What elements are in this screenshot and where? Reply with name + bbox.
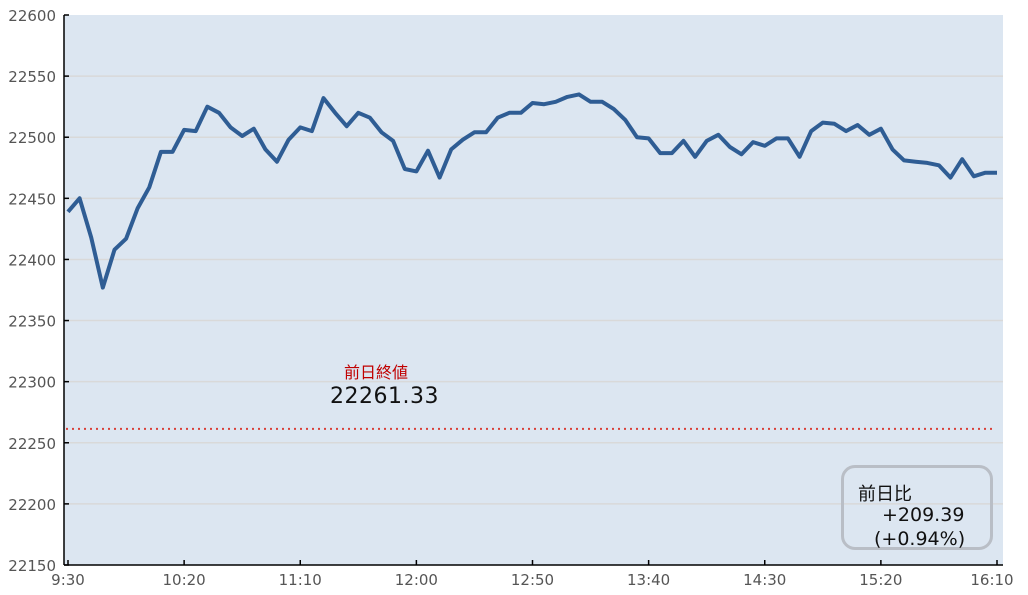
change-percent: (+0.94%) [874, 528, 966, 550]
y-tick-label: 22350 [8, 313, 56, 331]
y-tick-label: 22400 [8, 251, 56, 269]
change-title: 前日比 [858, 484, 912, 505]
x-tick-label: 10:20 [163, 571, 206, 589]
price-line [66, 92, 997, 290]
previous-close-label: 前日終値 [344, 363, 409, 382]
y-tick-label: 22300 [8, 374, 56, 392]
y-tick-label: 22600 [8, 7, 56, 25]
change-box: 前日比 +209.39 (+0.94%) [841, 465, 993, 550]
previous-close-value: 22261.33 [330, 384, 439, 409]
x-tick-label: 9:30 [51, 571, 85, 589]
y-tick-label: 22150 [8, 557, 56, 575]
y-tick-label: 22450 [8, 190, 56, 208]
y-tick-label: 22500 [8, 129, 56, 147]
y-tick-label: 22250 [8, 435, 56, 453]
x-tick-label: 11:10 [279, 571, 322, 589]
x-tick-label: 15:20 [859, 571, 902, 589]
x-tick-label: 14:30 [743, 571, 786, 589]
x-tick-label: 13:40 [627, 571, 670, 589]
x-tick-label: 12:00 [395, 571, 438, 589]
change-value: +209.39 [882, 504, 965, 526]
x-tick-label: 16:10 [970, 571, 1013, 589]
y-tick-label: 22550 [8, 68, 56, 86]
y-tick-label: 22200 [8, 496, 56, 514]
x-tick-label: 12:50 [511, 571, 554, 589]
